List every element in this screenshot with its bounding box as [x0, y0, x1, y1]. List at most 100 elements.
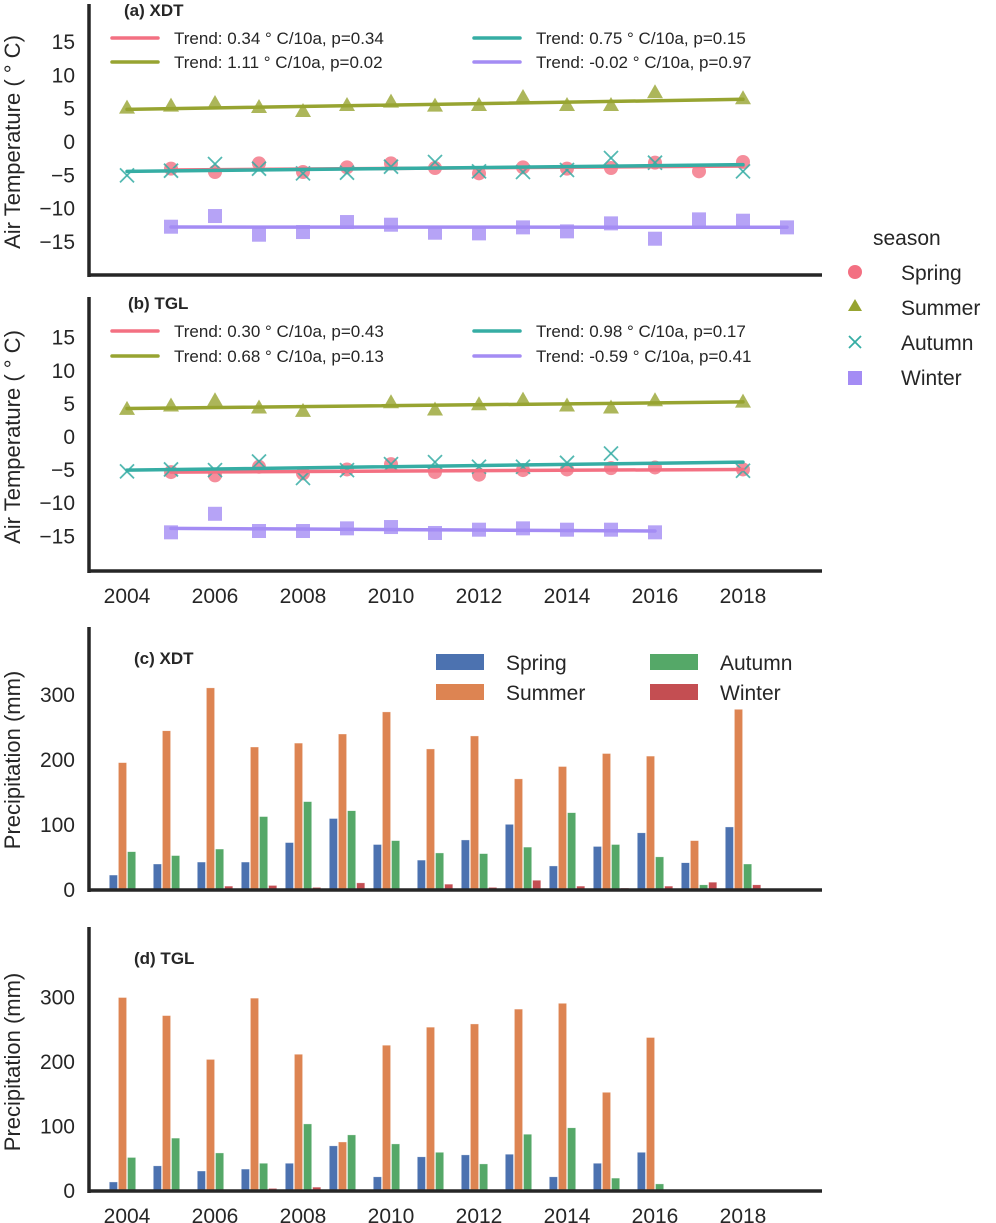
legend-swatch-icon	[436, 654, 484, 670]
data-point-summer	[295, 102, 311, 117]
x-tick-label: 2004	[104, 1205, 151, 1223]
bar-summer	[602, 1092, 611, 1192]
bar-spring	[153, 863, 162, 891]
panel-c-ylabel: Precipitation (mm)	[0, 671, 25, 849]
y-tick-label: −15	[39, 525, 75, 548]
y-tick-label: −5	[51, 164, 75, 187]
bar-spring	[372, 1176, 382, 1192]
bar-autumn	[171, 855, 180, 891]
bar-autumn	[303, 801, 312, 891]
legend-label-winter: Winter	[720, 682, 781, 705]
x-tick-label: 2006	[192, 585, 239, 608]
x-marker-stroke	[383, 159, 399, 175]
panel-d-ylabel: Precipitation (mm)	[0, 973, 25, 1151]
bar-autumn	[127, 1157, 136, 1192]
trend-line-autumn	[125, 162, 745, 174]
bar-spring	[724, 826, 734, 891]
legend-label-spring: Trend: 0.34 ° C/10a, p=0.34	[174, 29, 384, 48]
legend-x-icon	[848, 335, 862, 349]
bar-spring	[416, 1156, 426, 1192]
bar-summer	[426, 1026, 435, 1192]
bar-spring	[197, 861, 206, 891]
panel-b: 15 10 5 0 −5 −10 −15 2004 2006 2008 2010 2012 2014 20…	[39, 297, 822, 608]
panel-b-title: (b) TGL	[128, 294, 188, 313]
x-tick-label: 2012	[456, 585, 503, 608]
data-point-summer	[119, 99, 135, 114]
bar-spring	[328, 1145, 338, 1192]
data-point-summer	[647, 84, 663, 99]
data-point-autumn	[383, 456, 399, 472]
bar-spring	[504, 1153, 514, 1192]
x-marker-stroke	[251, 453, 267, 470]
bar-summer	[118, 762, 127, 891]
bar-summer	[514, 1008, 523, 1192]
bar-summer	[206, 687, 215, 891]
bar-autumn	[391, 1143, 400, 1192]
y-tick-label: −10	[39, 492, 75, 515]
bar-spring	[153, 1165, 162, 1192]
data-point-summer	[427, 401, 443, 416]
x-tick-label: 2012	[456, 1205, 503, 1223]
y-tick-label: 10	[52, 360, 75, 383]
bar-summer	[514, 778, 523, 891]
y-tick-label: 300	[40, 684, 75, 707]
bar-summer	[250, 997, 259, 1192]
legend-label-summer: Trend: 0.68 ° C/10a, p=0.13	[174, 347, 384, 366]
legend-label-autumn: Trend: 0.75 ° C/10a, p=0.15	[536, 29, 746, 48]
bar-spring	[241, 861, 250, 891]
legend-label-autumn: Trend: 0.98 ° C/10a, p=0.17	[536, 322, 746, 341]
data-point-winter	[384, 217, 398, 232]
y-tick-label: 15	[52, 31, 75, 54]
y-tick-label: 5	[63, 393, 75, 416]
bar-summer	[602, 753, 611, 891]
bar-summer	[646, 755, 655, 891]
bar-autumn	[127, 851, 136, 891]
x-tick-label: 2008	[280, 1205, 327, 1223]
bar-autumn	[655, 856, 664, 891]
season-legend-title: season	[873, 227, 941, 250]
bar-autumn	[743, 863, 752, 891]
y-tick-label: 100	[40, 1116, 75, 1139]
x-marker-stroke	[603, 150, 619, 166]
panel-c: 0 100 200 300 Spring Summer Autumn Winter	[40, 627, 822, 902]
data-point-summer	[603, 96, 619, 111]
bar-summer	[558, 1003, 567, 1192]
bar-summer	[338, 1141, 347, 1192]
bar-autumn	[435, 1152, 444, 1192]
data-point-summer	[559, 96, 575, 111]
trend-line-spring	[169, 467, 745, 474]
x-tick-label: 2008	[280, 585, 327, 608]
bar-spring	[636, 1152, 646, 1192]
x-marker-stroke	[383, 456, 399, 472]
bar-spring	[372, 844, 382, 891]
bar-summer	[162, 1015, 171, 1192]
bar-summer	[206, 1059, 215, 1192]
panel-a-ylabel: Air Temperature ( ° C)	[0, 35, 25, 249]
data-point-autumn	[603, 445, 619, 462]
bar-autumn	[479, 853, 488, 891]
x-marker-stroke	[295, 470, 311, 486]
bar-summer	[382, 1044, 391, 1192]
y-tick-label: 0	[63, 879, 75, 902]
bar-spring	[548, 865, 558, 891]
trend-line-winter	[169, 526, 657, 533]
season-legend-label-autumn: Autumn	[901, 332, 973, 355]
data-point-autumn	[251, 453, 267, 470]
legend-triangle-icon	[848, 299, 862, 311]
bar-autumn	[523, 846, 532, 891]
x-tick-label: 2004	[104, 585, 151, 608]
bar-autumn	[347, 1134, 356, 1192]
y-tick-label: 0	[63, 131, 75, 154]
bar-spring	[592, 846, 602, 891]
bar-autumn	[435, 852, 444, 891]
legend-swatch-icon	[650, 654, 698, 670]
legend-label-autumn: Autumn	[720, 652, 792, 675]
legend-label-spring: Spring	[506, 652, 567, 675]
panel-b-ylabel: Air Temperature ( ° C)	[0, 330, 25, 544]
bar-autumn	[567, 812, 576, 891]
bar-summer	[470, 1023, 479, 1192]
y-tick-label: 300	[40, 987, 75, 1010]
trend-line-summer	[125, 400, 745, 411]
x-tick-label: 2018	[720, 1205, 767, 1223]
